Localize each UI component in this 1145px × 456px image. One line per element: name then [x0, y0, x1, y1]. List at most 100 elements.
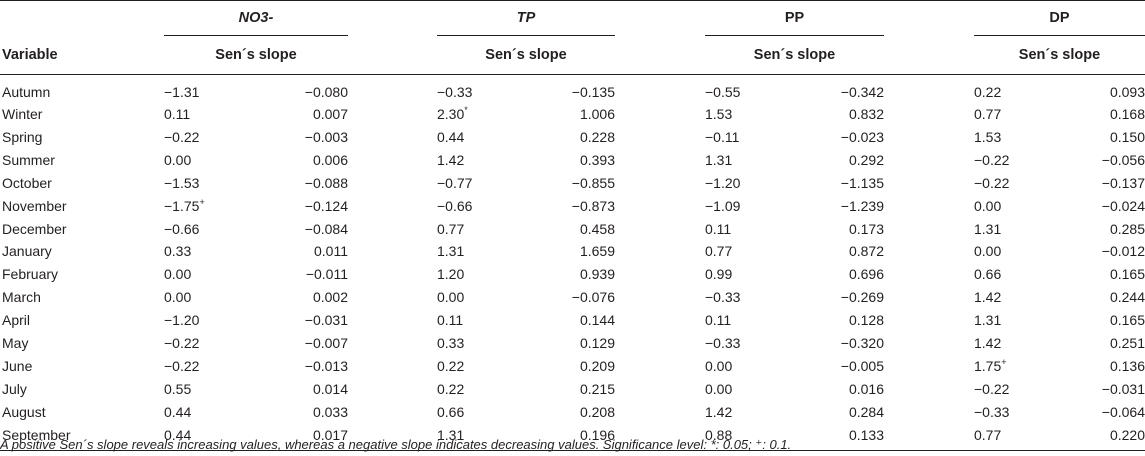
cell-value: 0.22 [974, 84, 1002, 100]
statistic-cell: 0.33 [437, 332, 541, 355]
cell-value: 1.42 [974, 335, 1002, 352]
slope-cell: −0.007 [274, 332, 348, 355]
cell-value: 0.44 [164, 403, 192, 420]
statistic-cell: −0.22 [164, 332, 274, 355]
cell-value: −0.33 [705, 335, 741, 352]
slope-cell: 0.872 [810, 240, 884, 263]
cell-value: 0.220 [1109, 426, 1145, 443]
column-gap [615, 103, 705, 126]
table-row: November −1.75+ −0.124 −0.66 −0.873 −1.09 −1.2… [0, 195, 1145, 218]
variable-column-header: Variable [0, 35, 164, 75]
cell-value: 0.77 [974, 426, 1002, 443]
statistic-cell: 0.22 [437, 378, 541, 401]
cell-value: −1.31 [164, 84, 200, 100]
cell-value: 0.77 [974, 106, 1002, 122]
cell-value: 0.11 [705, 312, 732, 329]
cell-value: −1.53 [164, 174, 200, 191]
table-row: Summer 0.00 0.006 1.42 0.393 1.31 0.292 −0.22 −0… [0, 149, 1145, 172]
slope-cell: 0.093 [1074, 75, 1145, 104]
statistic-cell: 1.42 [974, 332, 1074, 355]
cell-value: −1.20 [164, 312, 200, 329]
cell-value: 0.832 [848, 106, 884, 122]
slope-cell: 0.696 [810, 263, 884, 286]
cell-value: 0.33 [164, 243, 192, 260]
cell-value: 0.285 [1109, 220, 1145, 237]
cell-value: −0.003 [304, 128, 348, 145]
cell-value: −0.55 [705, 84, 741, 100]
column-gap [884, 263, 974, 286]
column-gap [348, 103, 437, 126]
statistic-cell: 1.42 [705, 401, 810, 424]
cell-value: 0.77 [705, 243, 733, 260]
column-gap [615, 195, 705, 218]
slope-cell: −0.023 [810, 126, 884, 149]
slope-cell: 0.284 [810, 401, 884, 424]
statistic-cell: 0.22 [974, 75, 1074, 104]
slope-cell: 0.165 [1074, 309, 1145, 332]
slope-cell: 0.168 [1074, 103, 1145, 126]
no3-sens-slope-header: Sen´s slope [164, 35, 348, 75]
cell-value: 0.00 [974, 197, 1002, 214]
cell-value: −0.11 [705, 128, 740, 145]
column-gap [348, 240, 437, 263]
slope-cell: 0.393 [541, 149, 615, 172]
column-gap [348, 309, 437, 332]
slope-cell: 0.458 [541, 218, 615, 241]
slope-cell: −0.269 [810, 286, 884, 309]
slope-cell: 0.228 [541, 126, 615, 149]
table-body: Autumn −1.31 −0.080 −0.33 −0.135 −0.55 −0.342 0… [0, 75, 1145, 450]
column-gap [884, 149, 974, 172]
statistic-cell: 0.99 [705, 263, 810, 286]
statistic-cell: −0.77 [437, 172, 541, 195]
slope-cell: −1.239 [810, 195, 884, 218]
column-gap [348, 355, 437, 378]
slope-cell: 0.173 [810, 218, 884, 241]
statistic-cell: 1.31 [974, 218, 1074, 241]
slope-cell: 0.033 [274, 401, 348, 424]
statistic-cell: −0.22 [974, 149, 1074, 172]
statistic-cell: −0.33 [705, 286, 810, 309]
cell-value: −0.064 [1101, 403, 1145, 420]
statistic-cell: 0.00 [974, 240, 1074, 263]
column-gap [615, 355, 705, 378]
column-gap [615, 172, 705, 195]
table-row: August 0.44 0.033 0.66 0.208 1.42 0.284 −0.33 −0… [0, 401, 1145, 424]
significance-marker: * [464, 105, 468, 115]
cell-value: 0.244 [1109, 289, 1145, 306]
cell-value: 0.458 [579, 220, 615, 237]
cell-value: −0.33 [437, 84, 473, 100]
cell-value: −0.22 [974, 151, 1010, 168]
statistic-cell: 0.66 [974, 263, 1074, 286]
table-row: May −0.22 −0.007 0.33 0.129 −0.33 −0.320 1.42 0.… [0, 332, 1145, 355]
slope-cell: −0.003 [274, 126, 348, 149]
cell-value: 0.33 [437, 335, 465, 352]
slope-cell: 0.292 [810, 149, 884, 172]
column-gap [884, 378, 974, 401]
slope-cell: 0.011 [274, 240, 348, 263]
statistic-cell: 0.22 [437, 355, 541, 378]
cell-value: 1.31 [705, 151, 733, 168]
column-gap [884, 218, 974, 241]
cell-value: 0.696 [848, 266, 884, 283]
row-label: Winter [2, 106, 43, 122]
cell-value: 0.00 [164, 151, 192, 168]
cell-value: −0.011 [305, 266, 348, 283]
sub-header-row: Variable Sen´s slope Sen´s slope Sen´s s… [0, 35, 1145, 75]
cell-value: −0.320 [840, 335, 884, 352]
statistic-cell: 0.00 [164, 149, 274, 172]
cell-value: 0.002 [312, 289, 348, 306]
slope-cell: −0.135 [541, 75, 615, 104]
cell-value: 0.014 [312, 380, 348, 397]
cell-value: 0.133 [848, 426, 884, 443]
statistic-cell: 0.44 [437, 126, 541, 149]
column-gap [884, 401, 974, 424]
slope-cell: 0.215 [541, 378, 615, 401]
statistic-cell: 0.11 [705, 309, 810, 332]
statistic-cell: 1.31 [974, 309, 1074, 332]
cell-value: 1.659 [579, 243, 615, 260]
cell-value: 0.00 [705, 357, 733, 374]
cell-value: −0.22 [164, 335, 200, 352]
statistic-cell: 1.31 [437, 424, 541, 450]
column-gap [615, 263, 705, 286]
row-label: Autumn [2, 84, 51, 100]
